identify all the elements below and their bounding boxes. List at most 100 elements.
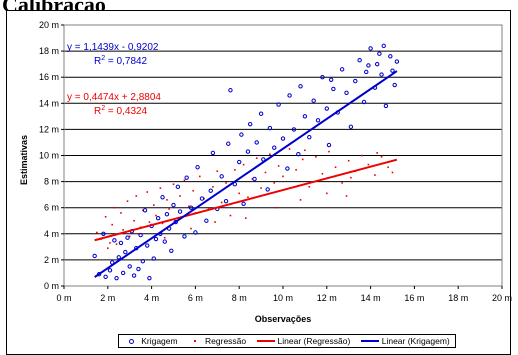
x-tick-label: 10 m — [273, 293, 293, 303]
regressao-point — [96, 231, 98, 234]
regressao-point — [347, 159, 350, 162]
legend-item-linear-krigagem: Linear (Krigagem) — [360, 336, 450, 346]
krigagem-point — [239, 132, 244, 137]
regressao-point — [113, 206, 116, 209]
regressao-point — [122, 229, 124, 231]
krigagem-point — [114, 275, 119, 281]
krigagem-point — [245, 149, 251, 154]
regressao-point — [120, 212, 122, 214]
regressao-point — [308, 186, 311, 188]
krigagem-point — [162, 239, 167, 244]
krigagem-point — [127, 264, 132, 269]
y-tick-label: 6 m — [44, 203, 59, 213]
krigagem-point — [381, 43, 386, 49]
legend-item-linear-regressao: Linear (Regressão) — [256, 336, 350, 346]
krigagem-point — [140, 259, 146, 264]
y-tick-label: 18 m — [39, 46, 59, 56]
krigagem-point — [120, 270, 126, 276]
krigagem-point — [307, 135, 312, 140]
regressao-point — [275, 206, 278, 209]
legend-label-regressao: Regressão — [205, 336, 247, 346]
krigagem-point — [171, 202, 176, 208]
regressao-point — [374, 174, 376, 176]
krigagem-point — [237, 159, 242, 165]
krigagem-point — [138, 232, 143, 238]
regressao-point — [128, 235, 131, 238]
krigagem-point — [210, 150, 216, 156]
regressao-point — [135, 195, 138, 197]
x-axis-ticks: 0 m 2 m 4 m 6 m 8 m 10 m 12 m 14 m 16 m 18 m 20 m — [56, 286, 512, 303]
krigagem-point — [193, 230, 198, 235]
krigagem-point — [131, 273, 137, 278]
chart-frame — [6, 10, 511, 355]
regressao-point — [277, 165, 280, 167]
y-tick-label: 20 m — [39, 20, 59, 30]
krigagem-point — [394, 59, 400, 64]
regressao-point — [220, 201, 223, 204]
regressao-point — [190, 227, 192, 230]
krigagem-point — [344, 90, 349, 96]
krigagem-point — [125, 235, 130, 240]
krigagem-point — [383, 103, 389, 109]
regressao-point — [126, 200, 129, 202]
regressao-point — [198, 175, 201, 178]
trend-line-krigagem — [94, 70, 398, 278]
krigagem-point — [285, 166, 290, 171]
regressao-point — [155, 214, 157, 217]
krigagem-point — [348, 124, 354, 129]
x-axis-title: Observações — [255, 314, 312, 324]
regressao-point — [264, 171, 267, 174]
regressao-point — [188, 205, 190, 208]
y-axis-title: Estimativas — [19, 135, 29, 185]
x-tick-label: 0 m — [56, 293, 71, 303]
y-tick-label: 4 m — [44, 229, 59, 239]
krigagem-point — [241, 201, 246, 206]
regressao-point — [334, 166, 337, 169]
regressao-r2: R2 = 0,4324 — [94, 105, 148, 117]
regressao-point — [115, 243, 118, 246]
y-tick-label: 2 m — [44, 255, 59, 265]
regressao-point — [183, 179, 186, 182]
krigagem-point — [204, 218, 209, 223]
dot-marker-icon — [188, 338, 202, 344]
regressao-point — [133, 219, 135, 222]
regressao-point — [192, 189, 195, 192]
regressao-point — [216, 170, 219, 172]
krigagem-point — [195, 165, 200, 170]
scatter-chart: 0 m2 m4 m6 m8 m10 m12 m14 m16 m18 m20 m … — [19, 20, 512, 324]
y-tick-label: 8 m — [44, 177, 59, 187]
krigagem-point — [101, 231, 106, 237]
regressao-point — [350, 176, 352, 179]
regressao-point — [295, 169, 297, 171]
x-tick-label: 2 m — [100, 293, 115, 303]
regressao-point — [166, 199, 168, 201]
krigagem-point — [223, 198, 229, 204]
regressao-point — [159, 187, 162, 189]
krigagem-point — [175, 184, 181, 190]
krigagem-point — [184, 175, 189, 180]
y-tick-label: 0 m — [44, 281, 59, 291]
krigagem-point — [311, 98, 316, 103]
regressao-point — [299, 199, 302, 201]
regressao-point — [152, 204, 155, 206]
regressao-equation: y = 0,4474x + 2,8804 — [67, 92, 161, 103]
open-circle-marker-icon — [124, 338, 138, 344]
y-tick-label: 12 m — [39, 124, 59, 134]
krigagem-equation: y = 1,1439x - 0,9202 — [67, 42, 159, 53]
krigagem-point — [151, 256, 156, 261]
krigagem-point — [392, 82, 397, 88]
regressao-point — [163, 236, 166, 239]
krigagem-point — [219, 174, 224, 179]
regressao-point — [361, 154, 363, 157]
krigagem-point — [379, 72, 384, 77]
regressao-point — [367, 163, 370, 166]
krigagem-point — [153, 236, 159, 242]
x-tick-label: 14 m — [361, 293, 381, 303]
x-tick-label: 8 m — [232, 293, 247, 303]
krigagem-point — [188, 205, 194, 210]
regressao-point — [214, 221, 216, 223]
krigagem-point — [247, 121, 253, 127]
regressao-point — [260, 187, 262, 189]
regressao-point — [304, 149, 306, 152]
regressao-point — [247, 196, 249, 199]
